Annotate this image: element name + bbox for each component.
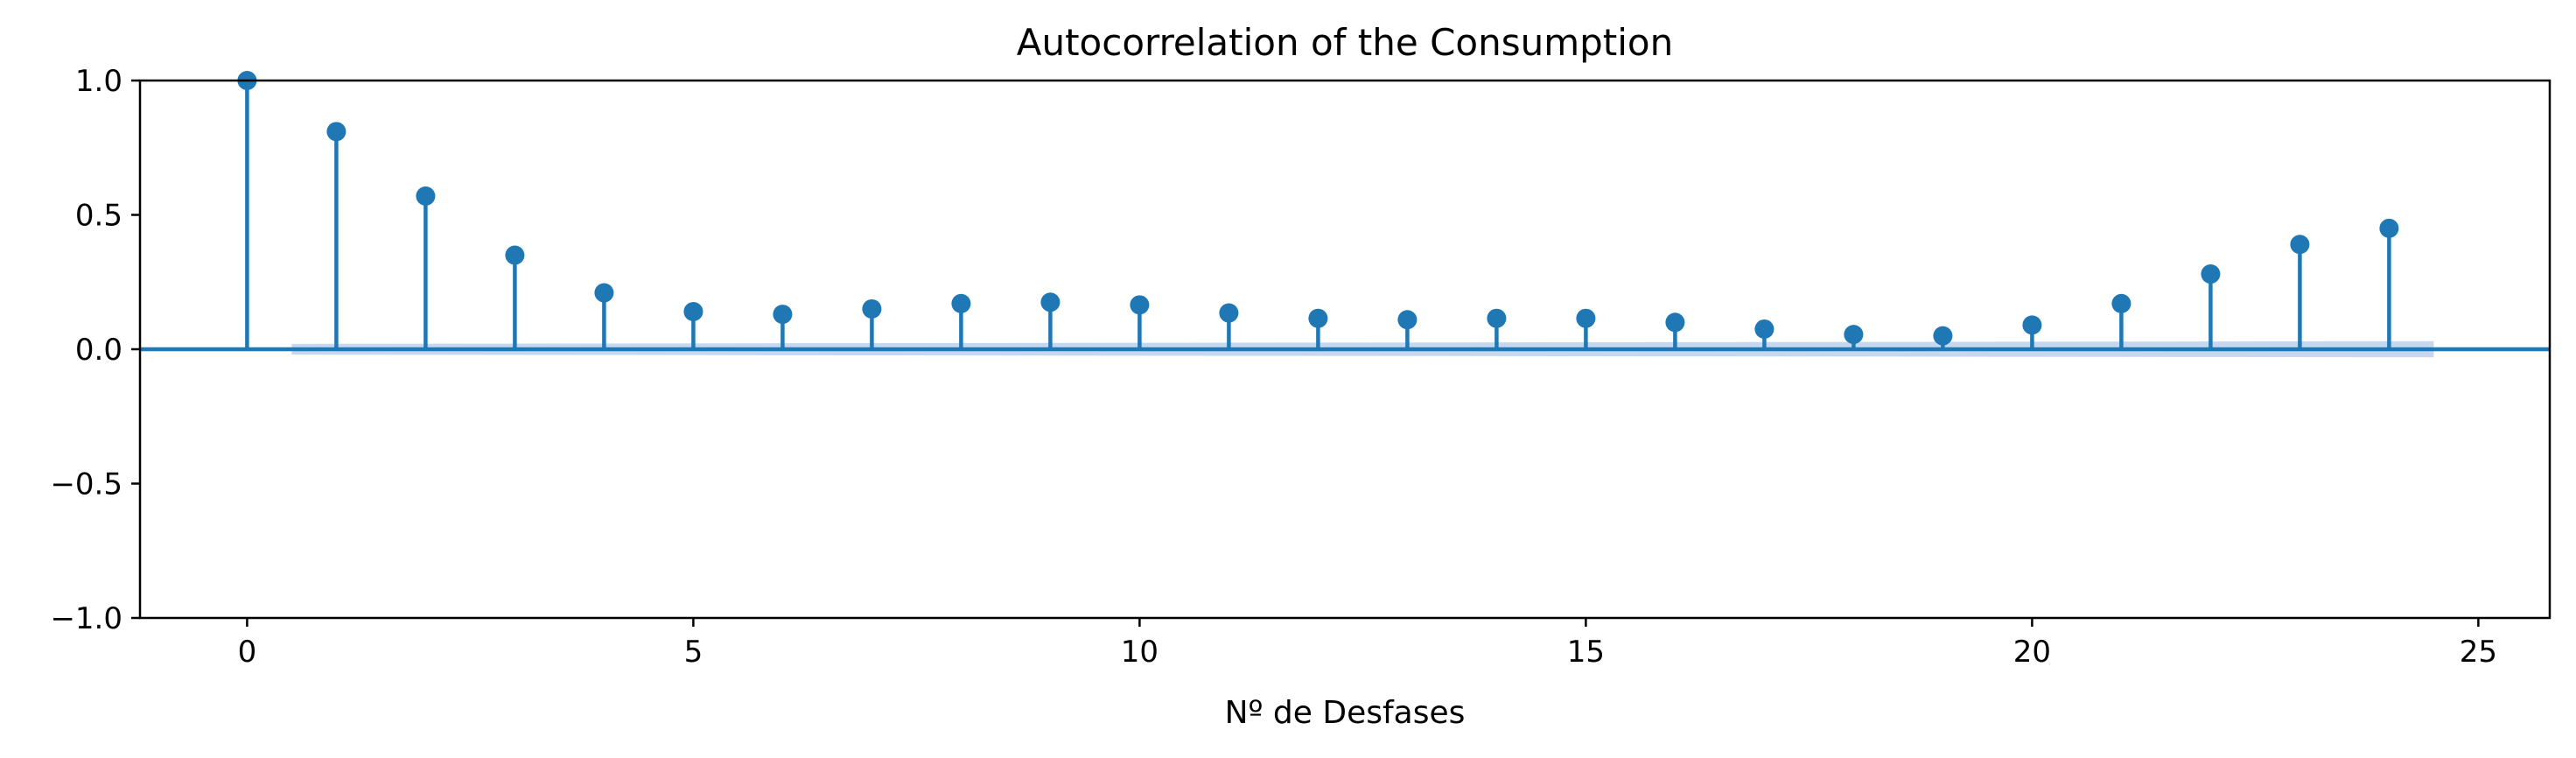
- y-tick-label: 0.0: [75, 333, 122, 368]
- stem-marker: [683, 302, 704, 322]
- stem-marker: [416, 186, 436, 207]
- stem-marker: [1308, 308, 1328, 328]
- stem-marker: [1933, 326, 1953, 346]
- y-tick-label: −1.0: [50, 601, 122, 636]
- stem-marker: [1040, 292, 1060, 312]
- stem-marker: [2022, 315, 2042, 335]
- stem-marker: [1665, 312, 1685, 333]
- stem-marker: [326, 122, 346, 142]
- stem-marker: [2379, 218, 2399, 238]
- x-axis-label: Nº de Desfases: [1225, 695, 1466, 731]
- stem-marker: [2201, 264, 2221, 284]
- stem-marker: [862, 298, 882, 319]
- x-tick-label: 25: [2460, 635, 2497, 670]
- y-tick-label: 0.5: [75, 199, 122, 234]
- stem-marker: [594, 283, 614, 303]
- x-tick-label: 10: [1121, 635, 1158, 670]
- stem-marker: [1844, 325, 1864, 345]
- y-tick-label: −0.5: [50, 467, 122, 502]
- stem-marker: [773, 305, 793, 325]
- stem-marker: [2111, 293, 2132, 313]
- stem-marker: [951, 293, 971, 313]
- stem-marker: [1397, 310, 1418, 330]
- stem-marker: [505, 245, 525, 265]
- stem-marker: [1219, 303, 1239, 323]
- x-tick-label: 0: [238, 635, 257, 670]
- stem-marker: [2290, 235, 2310, 255]
- y-tick-label: 1.0: [75, 64, 122, 99]
- chart-title: Autocorrelation of the Consumption: [1017, 21, 1674, 64]
- x-tick-label: 5: [684, 635, 704, 670]
- x-tick-label: 20: [2013, 635, 2051, 670]
- stem-layer: [237, 71, 2399, 349]
- stem-marker: [1130, 295, 1150, 315]
- stem-marker: [1754, 319, 1774, 339]
- axes: 0 5 10 15 20 25 −1.0 −0.5 0.0 0.5 1.0: [50, 64, 2552, 670]
- stem-marker: [1576, 308, 1596, 328]
- stem-marker: [1487, 308, 1507, 328]
- x-tick-label: 15: [1567, 635, 1605, 670]
